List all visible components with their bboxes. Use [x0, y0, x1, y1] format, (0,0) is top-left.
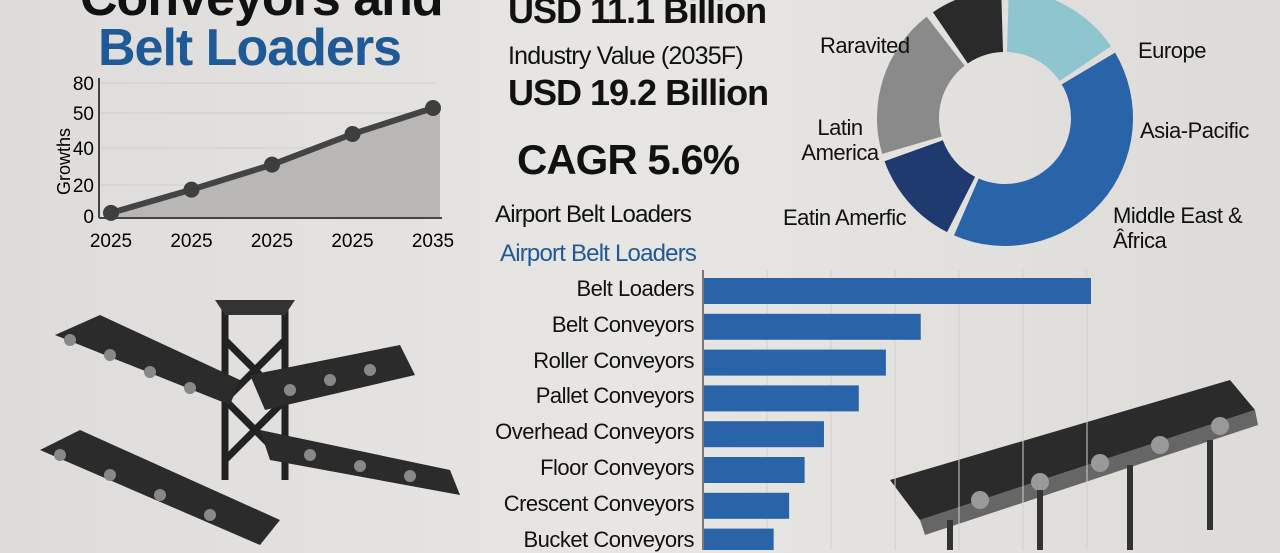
bar-category-label: Crescent Conveyors [503, 490, 695, 516]
donut-label: Europe [1138, 38, 1206, 63]
data-point [183, 181, 200, 198]
donut-label: Latin America [801, 115, 879, 165]
bar-category-label: Bucket Conveyors [523, 526, 694, 552]
bar [704, 313, 921, 340]
bar [704, 421, 824, 448]
bar [704, 349, 886, 376]
bar [704, 278, 1091, 304]
bar-category-label: Roller Conveyors [533, 347, 694, 373]
bar [704, 385, 859, 412]
y-tick-label: 20 [73, 176, 94, 197]
data-point [264, 156, 280, 173]
region-donut [877, 0, 1133, 246]
donut-segment [1006, 0, 1111, 81]
y-tick-label: 0 [83, 207, 94, 228]
growth-chart: 0 20 40 50 80 2025 2025 2025 2025 2035 Growths [54, 74, 454, 252]
forecast-label: Industry Value (2035F) [508, 42, 744, 70]
y-axis-label: Growths [54, 128, 74, 195]
belt-conveyor-illustration [890, 380, 1258, 550]
bar [704, 492, 790, 519]
x-tick-label: 2025 [170, 231, 212, 252]
donut-label: Raravited [820, 33, 910, 58]
current-value: USD 11.1 Billion [508, 0, 767, 31]
data-point [103, 204, 119, 221]
donut-segment [877, 16, 965, 154]
forecast-value: USD 19.2 Billion [508, 72, 769, 113]
x-tick-label: 2035 [412, 231, 454, 252]
bar-category-label: Belt Loaders [576, 276, 694, 301]
product-bar-chart [702, 270, 1091, 550]
y-tick-label: 40 [73, 139, 94, 160]
data-point [344, 126, 361, 142]
cagr: CAGR 5.6% [517, 136, 740, 183]
conveyor-tower-illustration [40, 300, 460, 545]
y-tick-label: 80 [73, 74, 94, 95]
bar-category-label: Pallet Conveyors [535, 383, 695, 409]
data-point [425, 100, 441, 116]
donut-label: Asia-Pacific [1140, 118, 1249, 143]
x-tick-label: 2025 [90, 231, 132, 252]
section-heading: Airport Belt Loaders [495, 201, 692, 228]
bar-category-label: Overhead Conveyors [495, 419, 694, 445]
donut-segment [884, 140, 976, 233]
y-tick-label: 50 [73, 104, 94, 125]
section-subheading: Airport Belt Loaders [500, 240, 697, 267]
title-line2: Belt Loaders [98, 19, 402, 77]
donut-label: Eatin Amerfic [783, 205, 907, 230]
x-tick-label: 2025 [251, 231, 293, 252]
title-line1: Conveyors and [80, 0, 444, 28]
x-tick-label: 2025 [331, 231, 373, 252]
bar [704, 457, 805, 483]
bar [704, 528, 774, 550]
bar-category-label: Belt Conveyors [551, 311, 695, 337]
donut-segment [953, 52, 1133, 246]
bar-category-label: Floor Conveyors [540, 455, 694, 480]
donut-label: Middle East & Âfrica [1113, 203, 1243, 253]
donut-segment [932, 0, 1004, 64]
